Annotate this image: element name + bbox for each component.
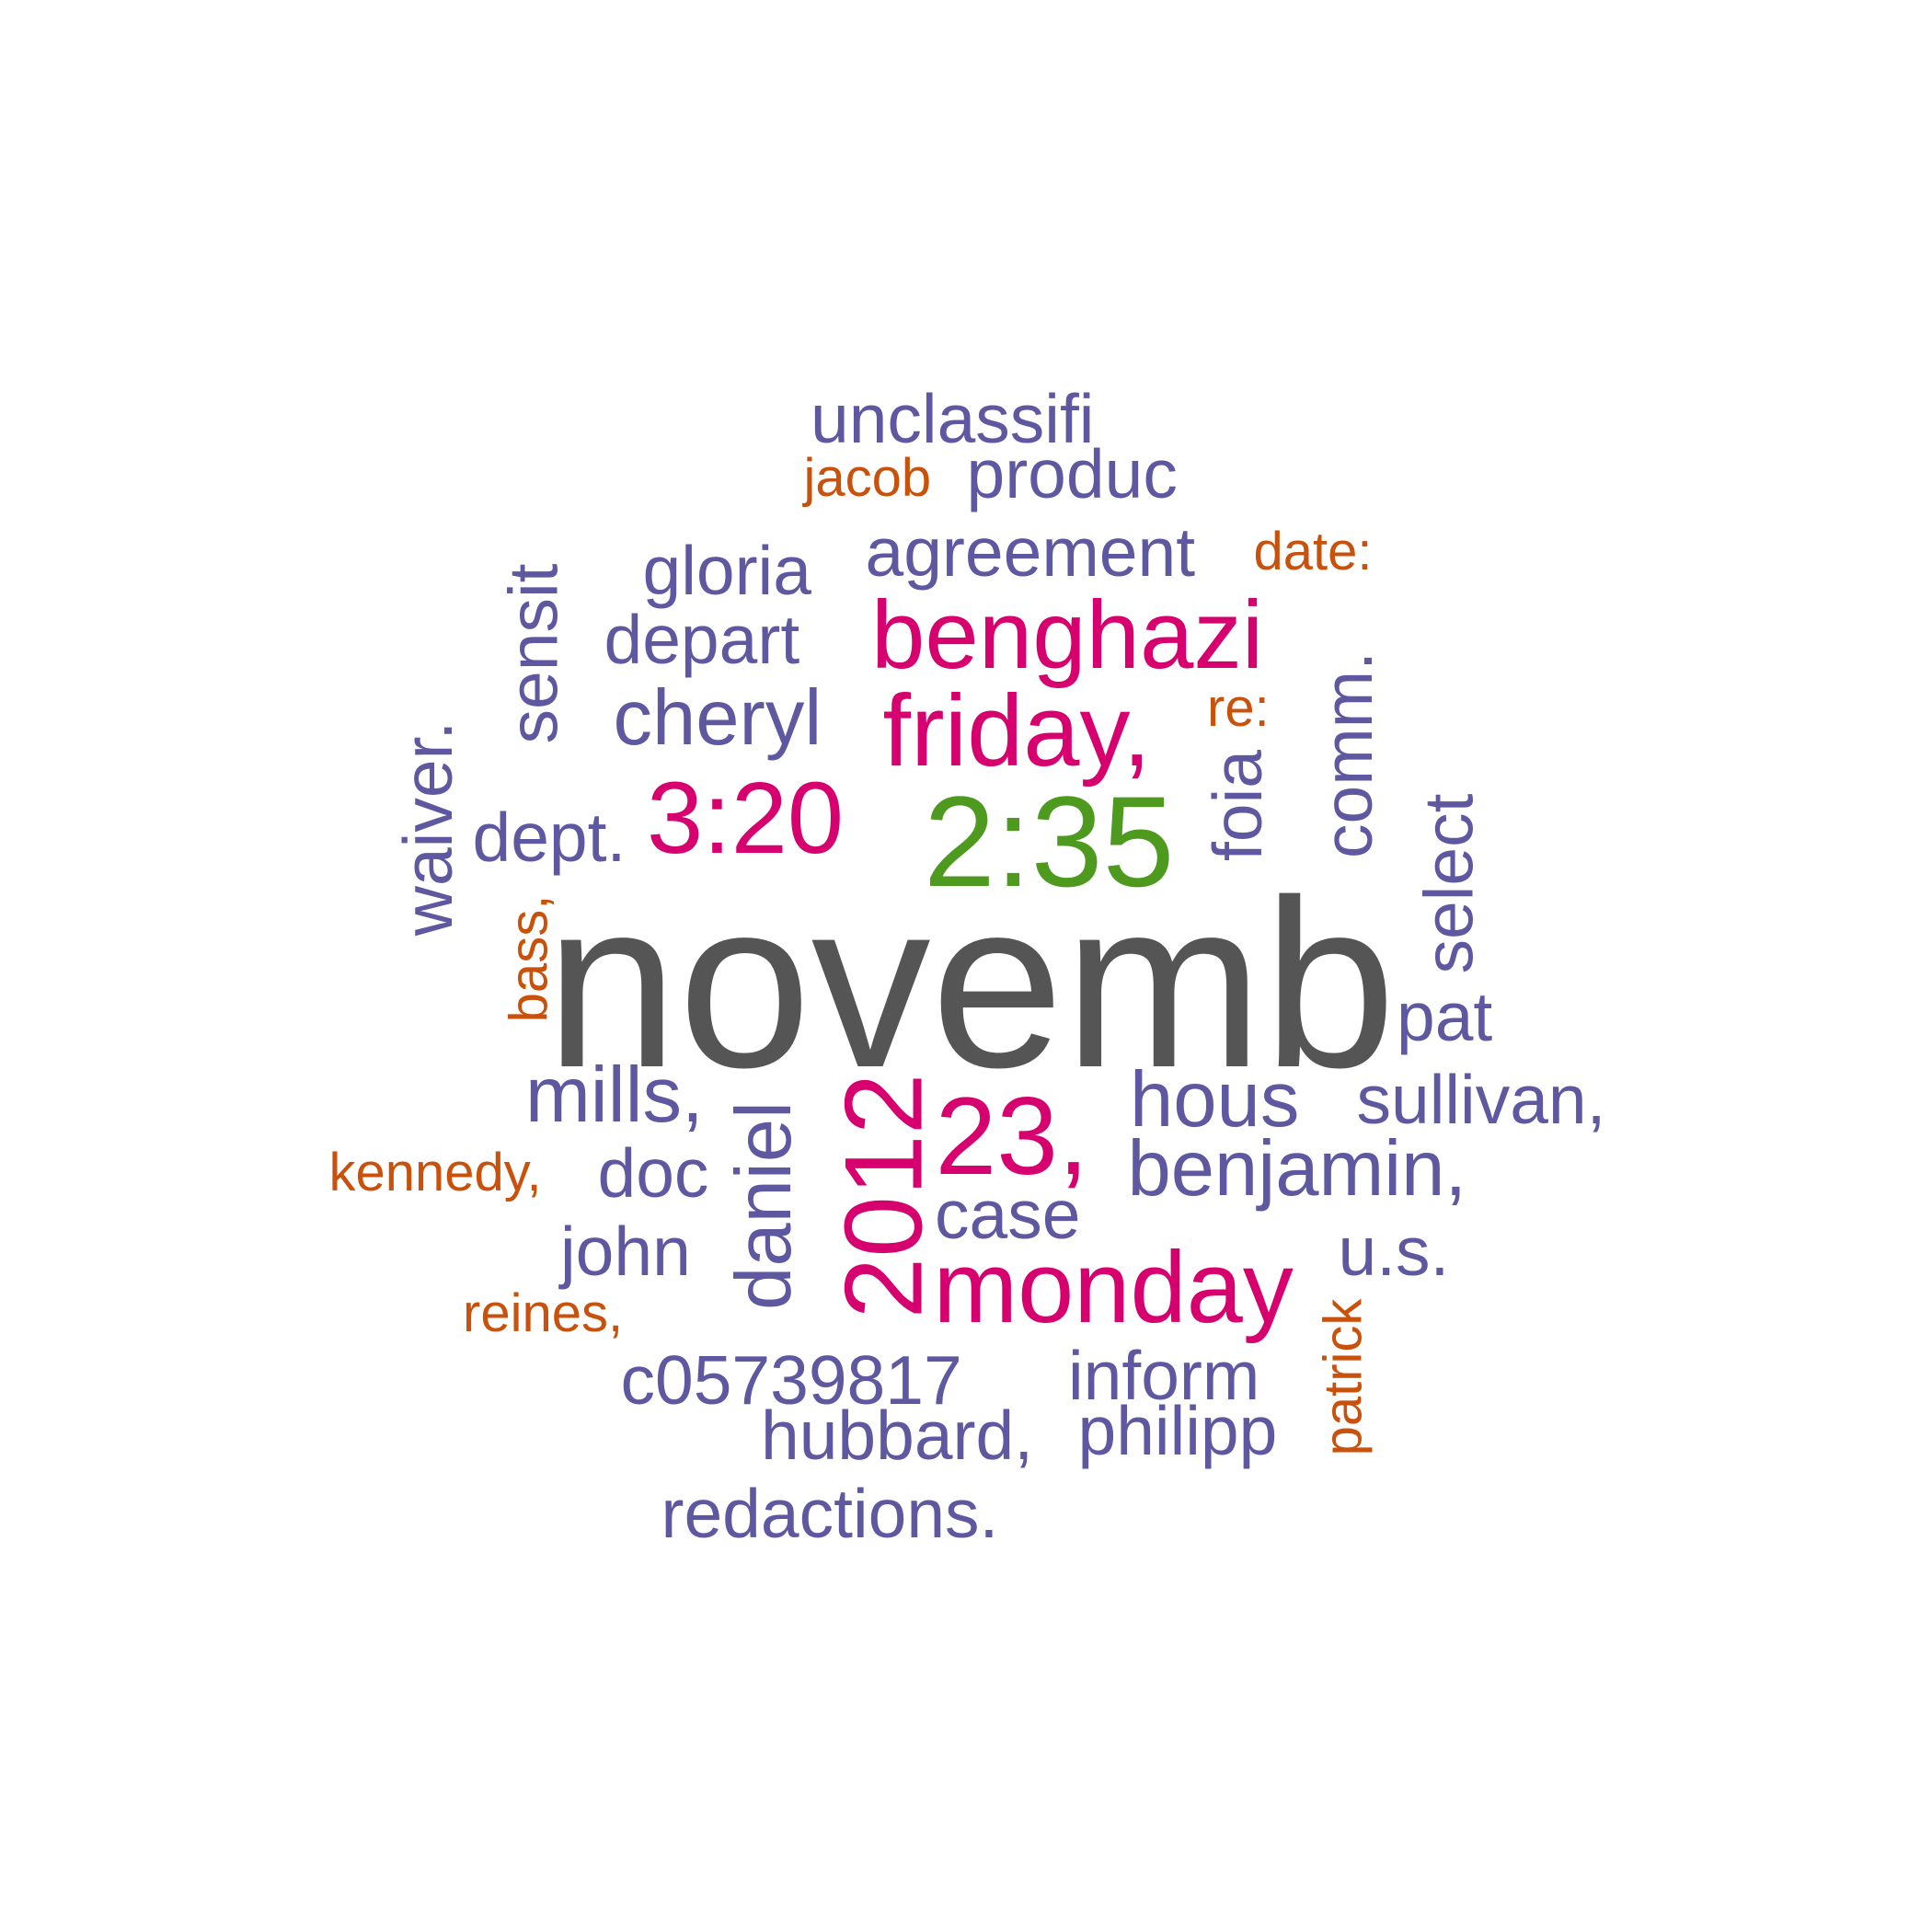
cloud-word: case xyxy=(935,1175,1081,1253)
cloud-word: hubbard, xyxy=(761,1396,1034,1474)
cloud-word: u.s. xyxy=(1338,1212,1450,1290)
cloud-word: benghazi xyxy=(871,581,1264,689)
cloud-word: novemb xyxy=(545,851,1397,1118)
cloud-word: unclassifi xyxy=(811,379,1095,457)
cloud-word: redactions. xyxy=(661,1474,999,1552)
cloud-word: kennedy, xyxy=(328,1143,542,1202)
cloud-word: comm. xyxy=(1308,650,1386,858)
cloud-word: jacob xyxy=(803,448,932,508)
cloud-word: john xyxy=(560,1212,691,1290)
cloud-word: re: xyxy=(1207,678,1270,738)
cloud-word: 2012 xyxy=(821,1073,945,1319)
cloud-word: sensit xyxy=(494,563,572,743)
cloud-word: daniel xyxy=(719,1100,808,1310)
cloud-word: produc xyxy=(966,434,1178,512)
cloud-word: agreement xyxy=(865,512,1196,591)
cloud-word: philipp xyxy=(1077,1391,1278,1469)
cloud-word: 3:20 xyxy=(647,762,845,875)
cloud-word: dept. xyxy=(472,798,627,876)
cloud-word: benjamin, xyxy=(1127,1124,1467,1213)
cloud-word: pat xyxy=(1397,977,1493,1055)
cloud-word: select xyxy=(1409,793,1488,973)
cloud-word: reines, xyxy=(463,1283,624,1343)
cloud-word: sullivan, xyxy=(1356,1060,1606,1138)
cloud-word: cheryl xyxy=(613,673,822,762)
cloud-word: foia xyxy=(1198,749,1276,861)
cloud-word: hous xyxy=(1130,1055,1300,1144)
cloud-word: 23, xyxy=(935,1075,1089,1198)
cloud-word: monday xyxy=(933,1231,1294,1344)
cloud-word: waiver. xyxy=(388,720,466,936)
cloud-word: gloria xyxy=(642,531,811,609)
cloud-word: friday, xyxy=(882,674,1151,788)
cloud-word: inform xyxy=(1068,1336,1260,1414)
cloud-word: mills, xyxy=(525,1051,704,1139)
cloud-word: depart xyxy=(604,600,800,678)
cloud-word: doc xyxy=(597,1133,709,1212)
cloud-word: patrick xyxy=(1312,1298,1373,1456)
cloud-word: bass, xyxy=(498,894,558,1023)
cloud-word: 2:35 xyxy=(924,769,1175,914)
cloud-word: c05739817 xyxy=(620,1340,962,1419)
cloud-word: date: xyxy=(1253,522,1373,581)
